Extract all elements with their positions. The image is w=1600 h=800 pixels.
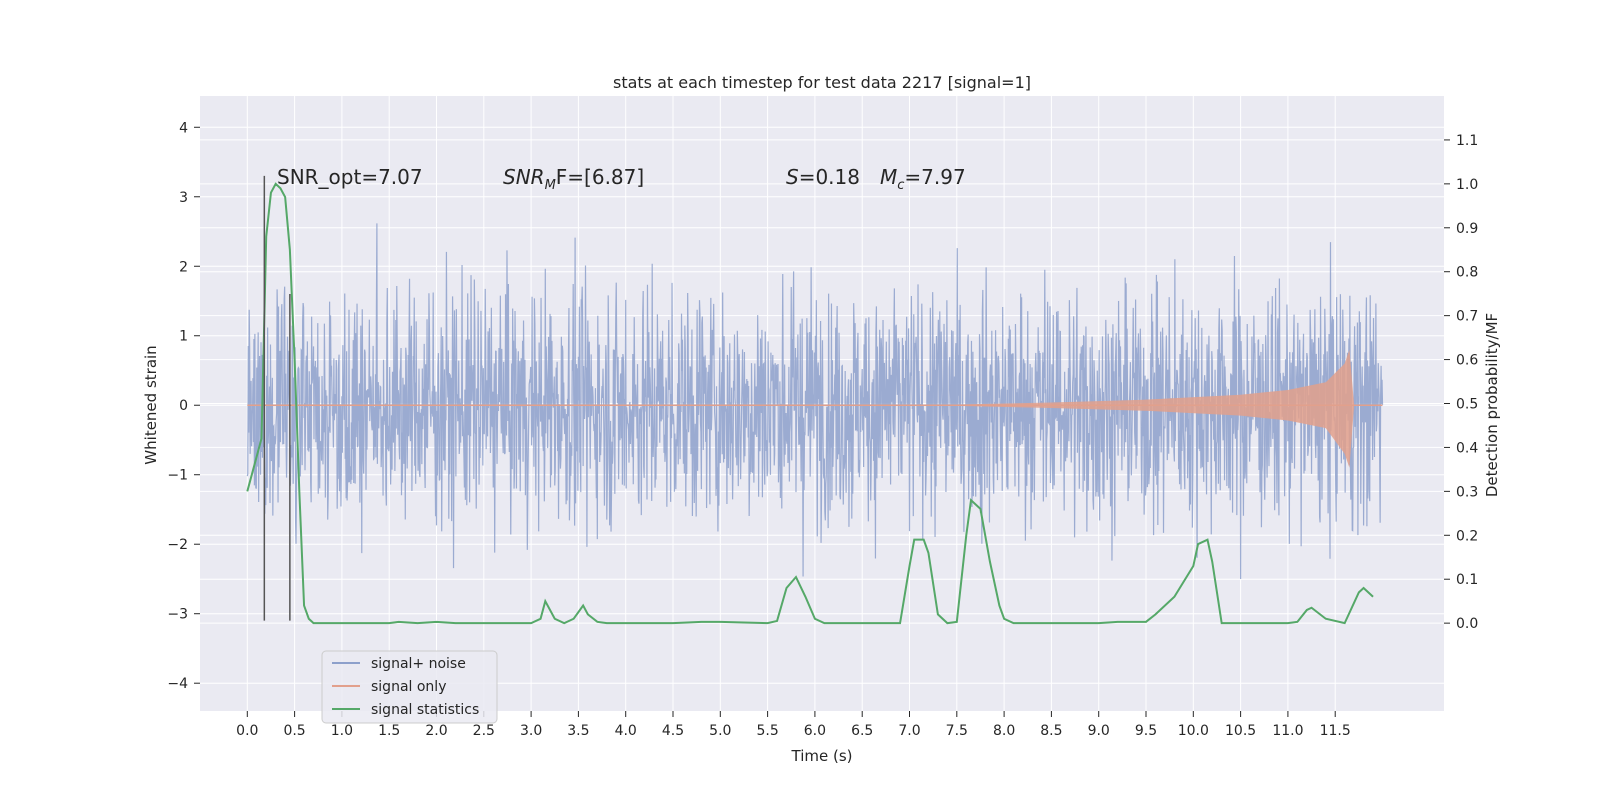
y-tick-label-left: 4 (179, 120, 188, 136)
annotation-snr-mf: SNRMF=[6.87] (503, 165, 644, 193)
annotation-mc: Mc=7.97 (880, 165, 966, 193)
y-tick-label-right: 1.0 (1456, 177, 1478, 193)
x-tick-label: 9.5 (1135, 723, 1157, 739)
legend-box (321, 650, 498, 724)
x-tick-label: 6.0 (804, 723, 826, 739)
x-tick-label: 6.5 (851, 723, 873, 739)
mc-subscript: c (897, 178, 904, 193)
legend-label-signal: signal only (371, 679, 446, 695)
y-tick-label-right: 0.9 (1456, 221, 1478, 237)
x-tick-label: 2.0 (425, 723, 447, 739)
signal-noise-line (246, 223, 1384, 579)
y-tick-label-right: 0.3 (1456, 484, 1478, 500)
signal-noise-series (246, 223, 1384, 579)
x-tick-label: 11.0 (1272, 723, 1303, 739)
signal-only-envelope (247, 349, 1355, 468)
y-tick-label-left: −4 (167, 676, 188, 692)
y-tick-label-right: 0.8 (1456, 265, 1478, 281)
x-axis-label: Time (s) (791, 747, 853, 765)
x-tick-label: 4.5 (662, 723, 684, 739)
y-axis-label-right: Detection probability/MF (1483, 313, 1501, 497)
x-tick-label: 3.0 (520, 723, 542, 739)
y-tick-label-left: 2 (179, 259, 188, 275)
y-tick-label-left: 0 (179, 398, 188, 414)
s-value: =0.18 (799, 165, 860, 189)
x-tick-label: 11.5 (1320, 723, 1351, 739)
y-tick-label-right: 0.6 (1456, 353, 1478, 369)
y-tick-label-right: 0.4 (1456, 440, 1478, 456)
y-tick-label-left: 1 (179, 329, 188, 345)
snr-mf-symbol: SNR (503, 165, 545, 189)
y-tick-label-left: −2 (167, 537, 188, 553)
y-tick-label-left: −1 (167, 468, 188, 484)
annotation-snr-opt: SNR_opt=7.07 (277, 165, 423, 189)
y-tick-label-right: 1.1 (1456, 133, 1478, 149)
x-tick-label: 10.5 (1225, 723, 1256, 739)
x-tick-label: 8.0 (993, 723, 1015, 739)
x-tick-label: 7.5 (946, 723, 968, 739)
signal-statistics-line (246, 182, 1374, 625)
y-tick-label-left: 3 (179, 190, 188, 206)
x-tick-label: 2.5 (473, 723, 495, 739)
signal-only-series (247, 349, 1383, 468)
s-symbol: S (786, 165, 799, 189)
x-tick-label: 1.5 (378, 723, 400, 739)
x-tick-label: 8.5 (1040, 723, 1062, 739)
x-tick-label: 5.5 (756, 723, 778, 739)
x-tick-label: 5.0 (709, 723, 731, 739)
x-tick-label: 7.0 (898, 723, 920, 739)
y-axis-label-left: Whitened strain (142, 345, 160, 464)
y-tick-label-right: 0.7 (1456, 309, 1478, 325)
x-tick-label: 0.5 (283, 723, 305, 739)
x-tick-label: 4.0 (615, 723, 637, 739)
signal-statistics-series (246, 182, 1374, 625)
x-tick-label: 0.0 (236, 723, 258, 739)
snr-mf-value: F=[6.87] (556, 165, 644, 189)
y-tick-label-right: 0.0 (1456, 616, 1478, 632)
legend: signal+ noise signal only signal statist… (321, 650, 498, 724)
mc-value: =7.97 (904, 165, 965, 189)
chart-title: stats at each timestep for test data 221… (613, 73, 1031, 92)
mc-symbol: M (880, 165, 897, 189)
x-tick-label: 9.0 (1088, 723, 1110, 739)
vertical-markers (263, 175, 291, 621)
x-tick-label: 1.0 (331, 723, 353, 739)
y-tick-label-right: 0.1 (1456, 572, 1478, 588)
axis-ticks: 0.0 0.5 1.0 1.5 2.0 2.5 3.0 3.5 4.0 4.5 5.0 5.5 6.0 6… (167, 120, 1478, 739)
legend-label-stats: signal statistics (371, 702, 479, 718)
y-tick-label-left: −3 (167, 607, 188, 623)
legend-label-noise: signal+ noise (371, 656, 466, 672)
x-tick-label: 3.5 (567, 723, 589, 739)
x-tick-label: 10.0 (1178, 723, 1209, 739)
annotation-s: S=0.18 (786, 165, 860, 189)
y-tick-label-right: 0.5 (1456, 397, 1478, 413)
snr-mf-subscript: M (545, 178, 556, 193)
y-tick-label-right: 0.2 (1456, 528, 1478, 544)
